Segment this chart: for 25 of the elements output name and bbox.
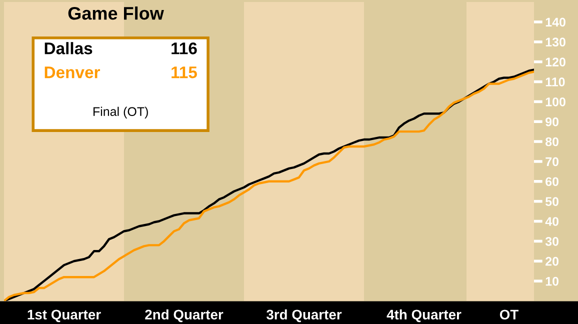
y-tick-label: 30: [545, 237, 559, 246]
y-tick-label: 60: [546, 177, 559, 186]
y-tick-label: 50: [545, 197, 559, 206]
y-tick-label: 20: [546, 256, 559, 266]
annotation: Final (OT): [94, 106, 148, 118]
y-tick-label: 90: [546, 117, 559, 126]
y-tick-label: 80: [546, 137, 559, 146]
x-tick-label: 1st Quarter: [28, 310, 101, 322]
x-tick-label: 2nd Quarter: [145, 309, 224, 322]
x-tick-label: 4th Quarter: [386, 309, 462, 322]
x-tick-label: OT: [500, 310, 518, 320]
y-tick-label: 100: [546, 97, 566, 106]
annotation: 115: [172, 66, 197, 78]
y-tick-label: 140: [546, 18, 566, 27]
y-tick-label: 120: [546, 58, 566, 66]
text: Denver: [44, 66, 100, 78]
y-tick-label: 40: [545, 217, 559, 226]
y-tick-label: 110: [546, 78, 565, 86]
y-tick-label: 130: [546, 38, 566, 47]
annotation: 116: [172, 42, 197, 54]
y-tick-label: 70: [546, 157, 559, 166]
x-tick-label: 3rd Quarter: [266, 309, 342, 322]
text: Dallas: [44, 42, 92, 54]
y-tick-label: 10: [546, 276, 559, 286]
chart-title: Game Flow: [68, 6, 164, 20]
